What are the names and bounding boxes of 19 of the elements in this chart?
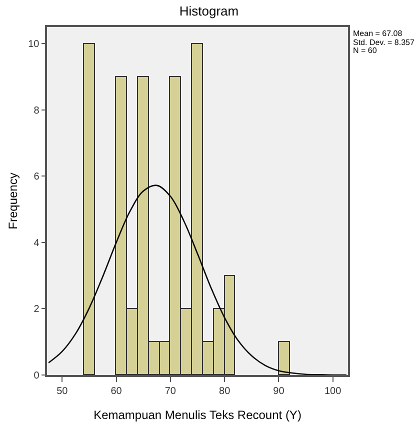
line-series <box>48 184 348 375</box>
y-tick-label: 10 <box>28 39 40 50</box>
chart-title: Histogram <box>179 4 239 19</box>
x-tick-label: 80 <box>219 386 231 397</box>
y-tick-label: 0 <box>34 370 40 382</box>
x-axis-title: Kemampuan Menulis Teks Recount (Y) <box>94 408 302 422</box>
x-tick-label: 70 <box>164 386 176 397</box>
y-tick-label: 2 <box>34 304 40 316</box>
text: Mean = 67.08 <box>353 29 403 38</box>
text: Std. Dev. = 8.357 <box>353 38 415 47</box>
x-tick-label: 100 <box>324 386 342 397</box>
x-tick-label: 50 <box>56 386 68 397</box>
x-tick-label: 90 <box>273 386 285 397</box>
x-tick-label: 60 <box>110 386 122 397</box>
y-axis-title: Frequency <box>6 172 20 230</box>
y-tick-label: 6 <box>34 172 40 183</box>
y-tick-label: 8 <box>34 105 40 116</box>
text: N = 60 <box>353 46 378 55</box>
y-tick-label: 4 <box>34 238 40 249</box>
